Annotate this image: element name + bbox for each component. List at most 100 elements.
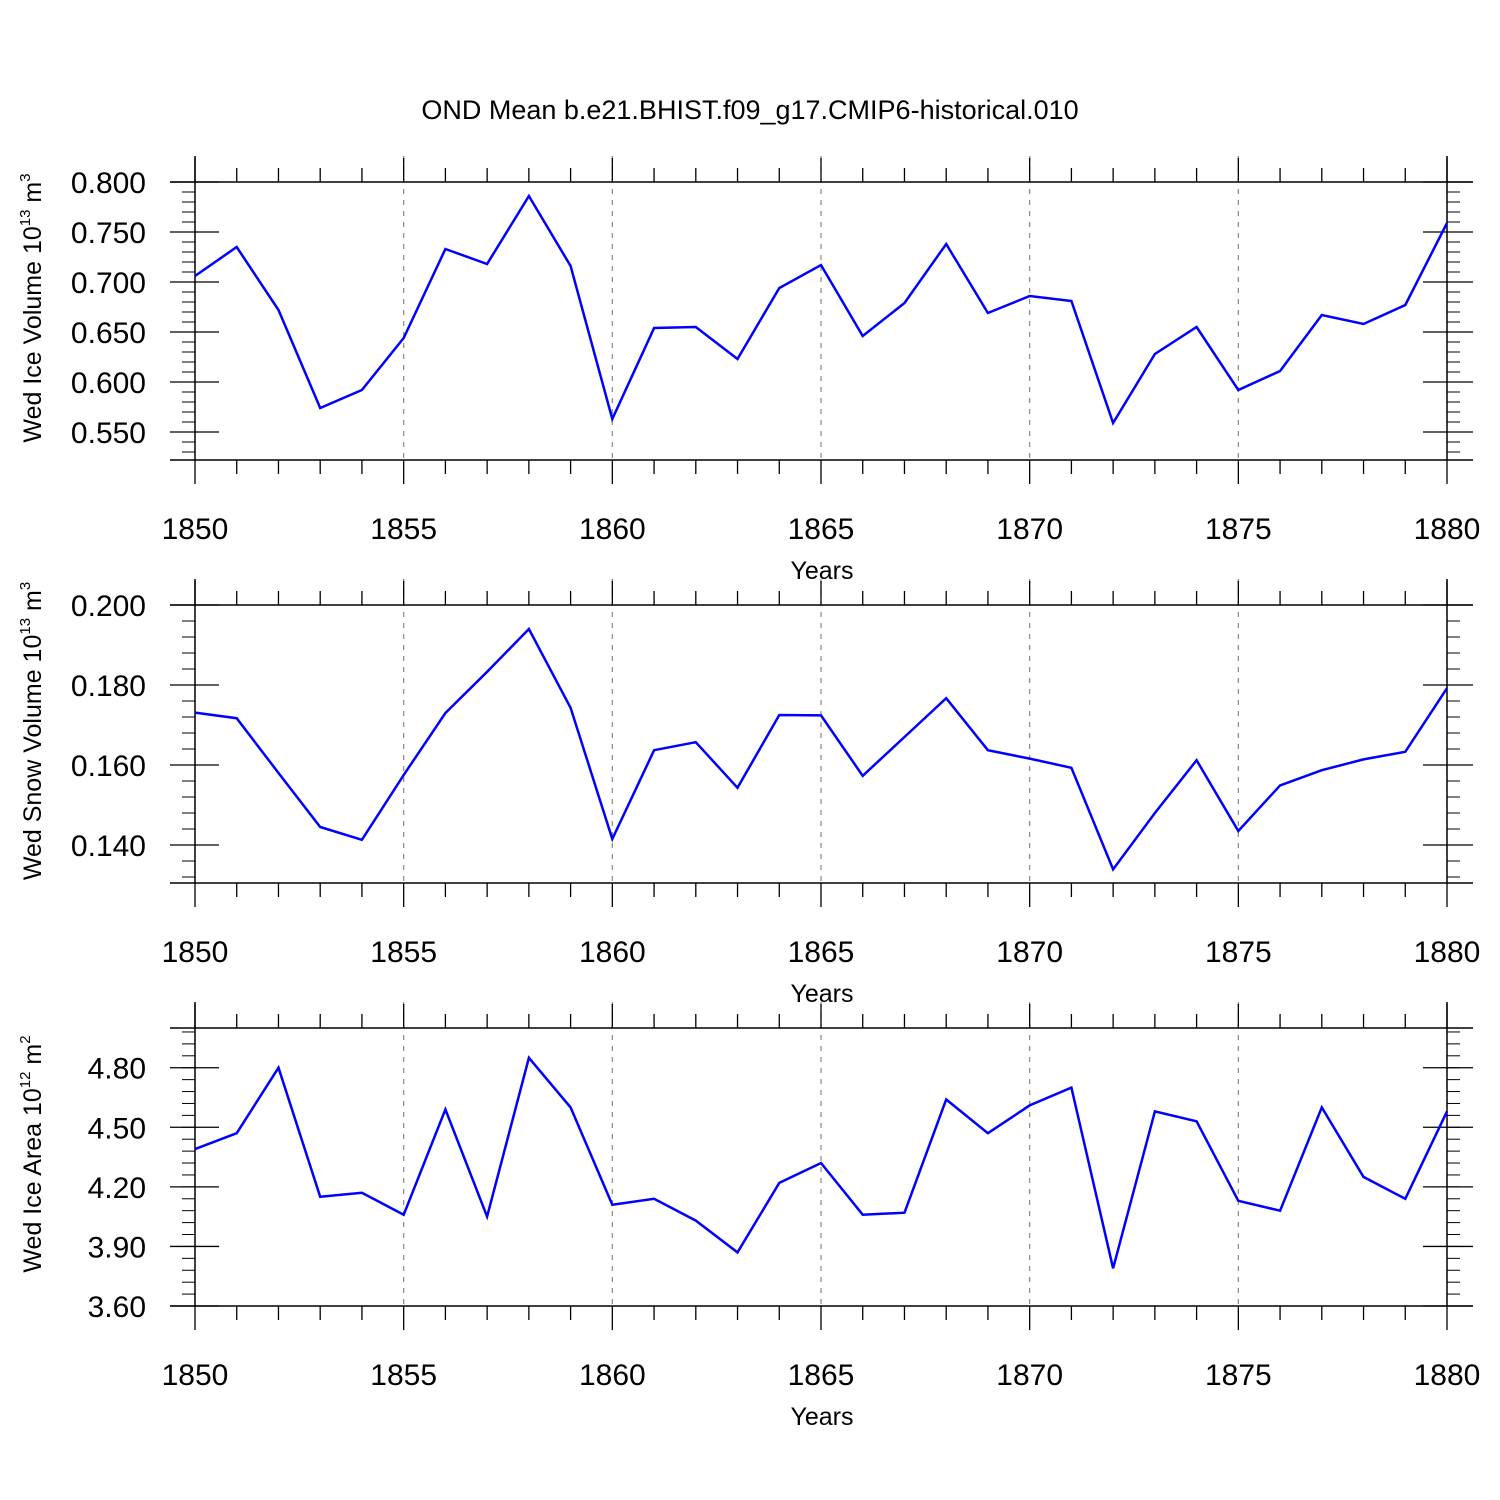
data-point [1028,294,1032,298]
data-point [1403,750,1407,754]
data-point [402,773,406,777]
y-tick-label: 3.90 [88,1231,146,1264]
data-point [1028,757,1032,761]
data-point [402,1213,406,1217]
data-point [819,1161,823,1165]
data-point [944,1097,948,1101]
data-point [1362,1175,1366,1179]
data-point [1362,757,1366,761]
y-tick-label: 0.700 [71,267,146,300]
x-tick-label: 1865 [788,936,855,969]
data-point [193,711,197,715]
y-tick-label: 4.80 [88,1053,146,1086]
data-point [819,713,823,717]
data-point [402,336,406,340]
data-point [1153,811,1157,815]
data-series-line [194,193,1449,426]
panel-2: 0.140 0.160 0.180 0.200 1850 1855 1860 1865 1870… [17,579,1480,1008]
data-point [318,406,322,410]
data-point [1195,758,1199,762]
data-point [527,194,531,198]
y-tick-label: 3.60 [88,1291,146,1324]
x-tick-label: 1855 [370,1359,437,1392]
data-point [1153,1109,1157,1113]
x-tick-label: 1850 [162,513,229,546]
data-point [527,1056,531,1060]
x-tick-label: 1860 [579,513,646,546]
x-tick-label: 1850 [162,1359,229,1392]
data-point [1111,421,1115,425]
x-tick-label: 1880 [1414,936,1481,969]
data-point [527,627,531,631]
x-tick-label: 1855 [370,936,437,969]
y-tick-label: 0.200 [71,590,146,623]
x-tick-label: 1875 [1205,1359,1272,1392]
data-point [1278,783,1282,787]
data-point [652,326,656,330]
data-point [318,1195,322,1199]
data-point [652,1197,656,1201]
data-point [276,1066,280,1070]
x-tick-label: 1870 [996,936,1063,969]
data-point [944,696,948,700]
y-tick-label: 0.550 [71,417,146,450]
data-point [1069,766,1073,770]
data-series-line [194,1055,1449,1269]
data-point [1320,313,1324,317]
data-point [235,245,239,249]
data-point [1403,303,1407,307]
data-point [610,837,614,841]
x-axis-label: Years [790,980,853,1008]
data-point [736,786,740,790]
data-point [276,308,280,312]
data-point [861,774,865,778]
y-tick-label: 0.650 [71,317,146,350]
data-point [861,334,865,338]
data-point [193,1147,197,1151]
data-point [694,325,698,329]
data-point [360,838,364,842]
data-point [777,286,781,290]
data-point [1445,686,1449,690]
data-point [986,311,990,315]
data-point [902,1211,906,1215]
x-tick-label: 1875 [1205,513,1272,546]
y-axis-label: Wed Ice Volume 1013 m3 [17,173,47,442]
data-point [193,274,197,278]
data-point [485,670,489,674]
x-tick-label: 1865 [788,513,855,546]
data-point [736,1250,740,1254]
data-point [610,417,614,421]
x-tick-label: 1880 [1414,1359,1481,1392]
data-point [1403,1197,1407,1201]
x-tick-label: 1870 [996,513,1063,546]
data-point [1028,1103,1032,1107]
data-point [1069,1086,1073,1090]
data-point [1236,829,1240,833]
panel-1: 0.550 0.600 0.650 0.700 0.750 0.800 1850 1855 18… [17,156,1480,585]
data-point [777,1181,781,1185]
data-point [694,1219,698,1223]
data-point [1278,1209,1282,1213]
y-tick-label: 0.160 [71,750,146,783]
panels-layer: 0.550 0.600 0.650 0.700 0.750 0.800 1850 1855 18… [17,156,1480,1431]
data-point [485,262,489,266]
y-tick-label: 4.20 [88,1172,146,1205]
data-point [1320,768,1324,772]
data-point [861,1213,865,1217]
data-point [1445,1109,1449,1113]
data-point [1362,322,1366,326]
data-point [1278,369,1282,373]
data-point [235,1131,239,1135]
data-point [1236,388,1240,392]
data-point [652,748,656,752]
data-point [1069,299,1073,303]
data-point [777,713,781,717]
x-tick-label: 1870 [996,1359,1063,1392]
x-tick-label: 1850 [162,936,229,969]
data-point [443,711,447,715]
data-point [1236,1199,1240,1203]
data-point [736,357,740,361]
data-point [694,740,698,744]
y-tick-label: 4.50 [88,1112,146,1145]
